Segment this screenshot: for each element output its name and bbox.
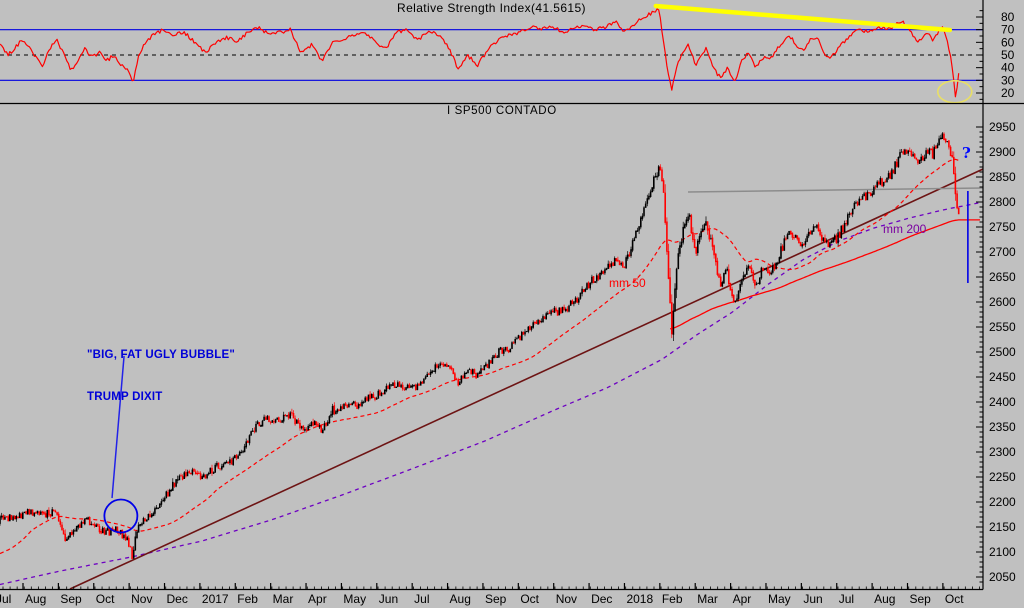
bubble-annotation-line2: TRUMP DIXIT	[87, 391, 163, 403]
month-tick-label: Apr	[733, 592, 752, 606]
bubble-pointer-line	[111, 355, 125, 499]
long-ma-line	[0, 201, 981, 586]
month-tick-label: Sep	[910, 592, 932, 606]
price-tick-label: 2850	[989, 170, 1016, 184]
month-tick-label: Mar	[697, 592, 718, 606]
price-tick-label: 2200	[989, 495, 1016, 509]
rsi-tick-label: 80	[1001, 10, 1015, 24]
month-tick-label: Nov	[556, 592, 577, 606]
rsi-title: Relative Strength Index(41.5615)	[397, 1, 586, 15]
bubble-annotation-line1: "BIG, FAT UGLY BUBBLE"	[87, 349, 235, 361]
price-tick-label: 2950	[989, 120, 1016, 134]
price-tick-label: 2350	[989, 420, 1016, 434]
price-tick-label: 2050	[989, 570, 1016, 584]
rsi-tick-label: 40	[1001, 61, 1015, 75]
month-tick-label: Oct	[520, 592, 539, 606]
price-tick-label: 2800	[989, 195, 1016, 209]
month-tick-label: Aug	[450, 592, 471, 606]
rsi-tick-label: 50	[1001, 48, 1015, 62]
price-tick-label: 2650	[989, 270, 1016, 284]
bull-trendline	[69, 168, 984, 590]
month-tick-label: Aug	[874, 592, 895, 606]
month-tick-label: Jul	[839, 592, 854, 606]
mm50-label: mm 50	[609, 276, 646, 290]
month-tick-label: Jun	[379, 592, 398, 606]
bubble-annotation: "BIG, FAT UGLY BUBBLE" TRUMP DIXIT	[87, 320, 235, 432]
mm200-label: mm 200	[883, 222, 927, 236]
month-tick-label: Feb	[237, 592, 258, 606]
month-tick-label: Sep	[485, 592, 507, 606]
month-tick-label: Dec	[591, 592, 612, 606]
rsi-oversold-ellipse	[937, 79, 973, 104]
price-tick-label: 2500	[989, 345, 1016, 359]
month-tick-label: Jul	[0, 592, 11, 606]
bubble-circle	[103, 498, 139, 534]
rsi-tick-label: 30	[1001, 73, 1015, 87]
month-tick-label: Dec	[167, 592, 188, 606]
month-tick-label: Apr	[308, 592, 327, 606]
month-tick-label: May	[343, 592, 366, 606]
month-tick-label: Oct	[96, 592, 115, 606]
price-tick-label: 2450	[989, 370, 1016, 384]
price-tick-label: 2600	[989, 295, 1016, 309]
down-candle-bodies	[2, 133, 960, 560]
rsi-line	[0, 8, 960, 98]
price-tick-label: 2100	[989, 545, 1016, 559]
mm50-line	[0, 158, 959, 555]
up-candle-bodies	[0, 133, 949, 559]
month-tick-label: Mar	[273, 592, 294, 606]
price-tick-label: 2900	[989, 145, 1016, 159]
price-tick-label: 2750	[989, 220, 1016, 234]
month-tick-label: Aug	[25, 592, 46, 606]
month-tick-label: Sep	[60, 592, 82, 606]
month-tick-label: Jun	[803, 592, 822, 606]
month-tick-label: Jul	[414, 592, 429, 606]
month-tick-label: Feb	[662, 592, 683, 606]
rsi-trendline	[653, 3, 953, 33]
rsi-tick-label: 20	[1001, 86, 1015, 100]
mm200-line	[669, 219, 980, 330]
resistance-line	[688, 187, 984, 193]
price-tick-label: 2550	[989, 320, 1016, 334]
price-tick-label: 2300	[989, 445, 1016, 459]
price-panel-title: I SP500 CONTADO	[447, 105, 557, 117]
price-tick-label: 2150	[989, 520, 1016, 534]
month-tick-label: May	[768, 592, 791, 606]
question-annotation: ?	[962, 144, 971, 162]
rsi-tick-label: 70	[1001, 23, 1015, 37]
month-tick-label: Nov	[131, 592, 152, 606]
price-tick-label: 2250	[989, 470, 1016, 484]
price-tick-label: 2400	[989, 395, 1016, 409]
month-tick-label: 2017	[202, 592, 229, 606]
price-tick-label: 2700	[989, 245, 1016, 259]
rsi-tick-label: 60	[1001, 35, 1015, 49]
month-tick-label: 2018	[626, 592, 653, 606]
month-tick-label: Oct	[945, 592, 964, 606]
